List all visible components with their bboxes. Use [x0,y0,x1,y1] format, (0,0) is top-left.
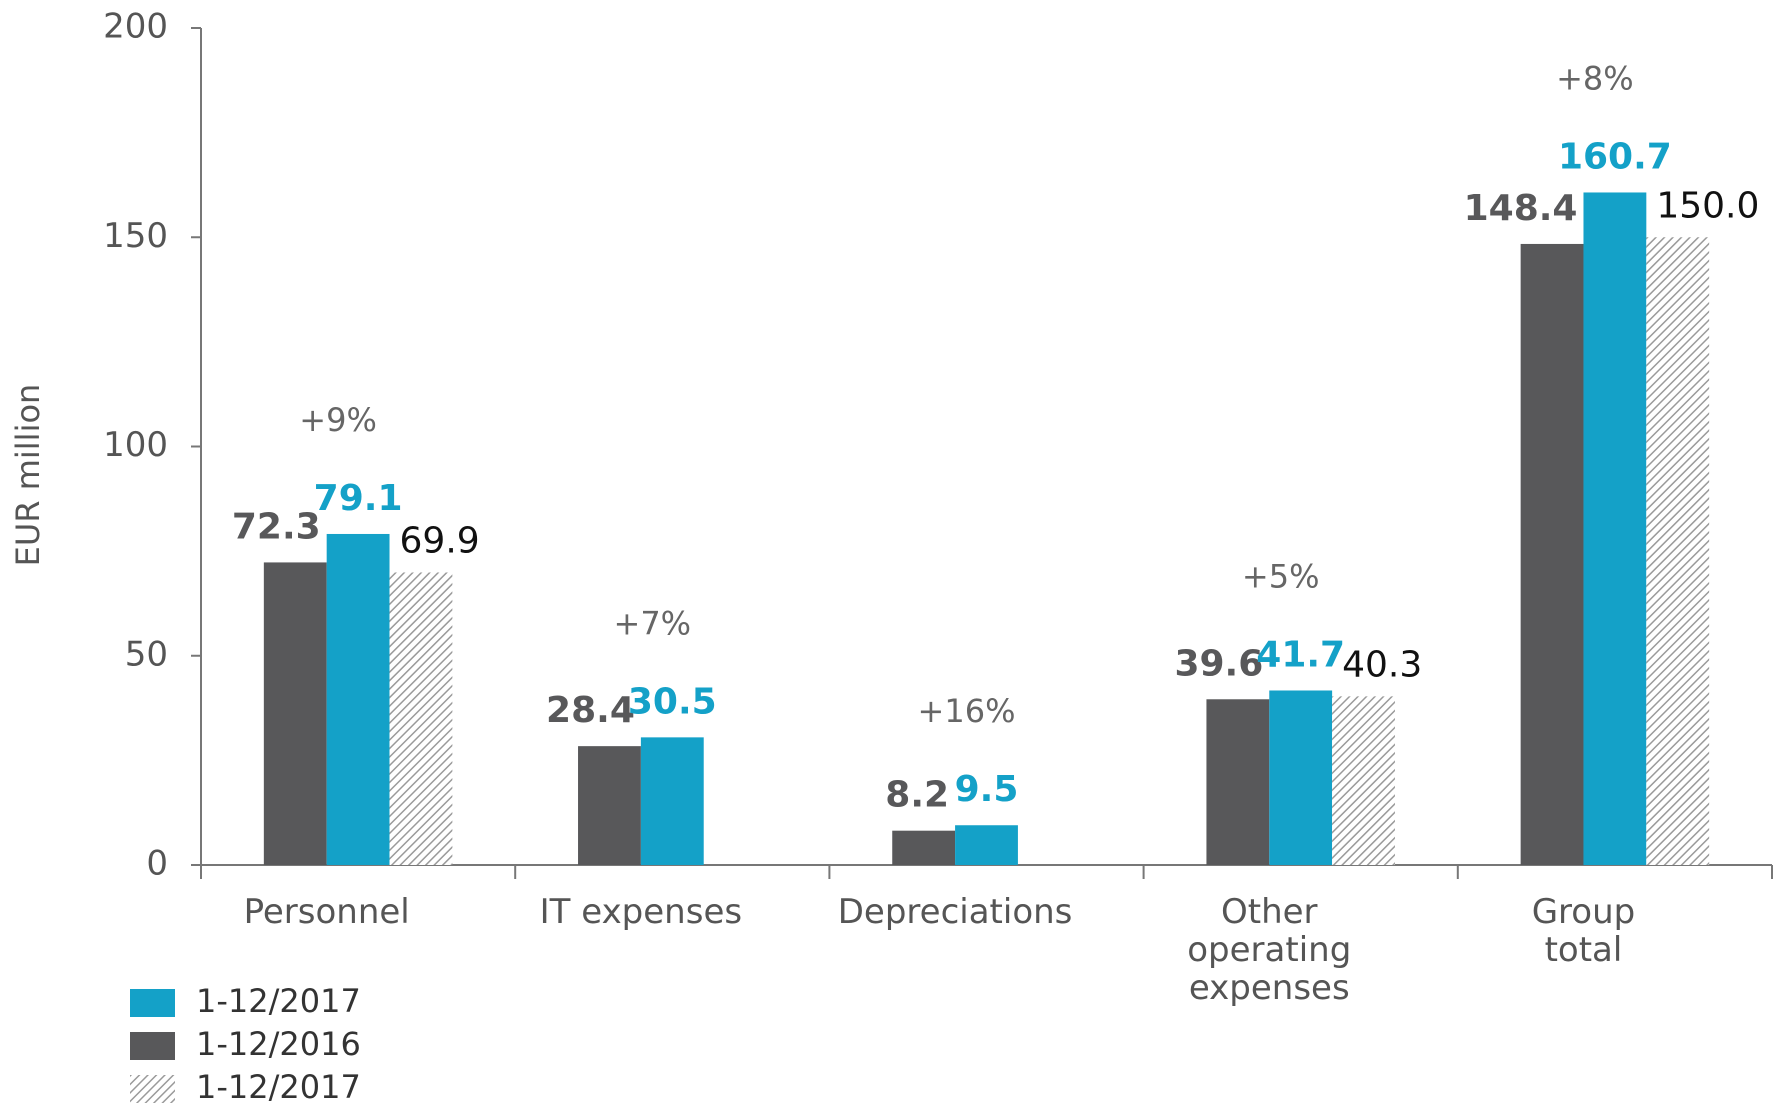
bar [263,562,327,865]
y-tick-label: 100 [103,425,168,465]
change-label: +16% [918,692,1016,730]
change-label: +8% [1556,59,1634,97]
legend-swatch [130,1032,175,1060]
bar [1646,237,1710,865]
y-axis-title: EUR million [9,384,47,567]
bar [326,533,390,865]
bar [955,825,1018,865]
value-label: 150.0 [1656,185,1759,226]
legend-label: 1-12/2017 [196,1068,361,1104]
bar [1269,690,1333,865]
bar [1520,243,1584,866]
bar [640,737,704,865]
y-tick-label: 150 [103,216,168,256]
y-tick-label: 200 [103,7,168,47]
change-label: +9% [299,401,377,439]
change-label: +7% [614,604,692,642]
bar [578,746,641,865]
value-label: 72.3 [232,506,321,547]
x-tick-label: Depreciations [837,892,1073,932]
bar [1583,192,1647,865]
change-label: +5% [1242,557,1320,595]
x-tick-label: Group total [1531,892,1636,970]
legend-swatch [130,989,175,1017]
value-label: 41.7 [1256,634,1345,675]
bar [1206,699,1270,865]
value-label: 8.2 [885,775,949,816]
y-tick-label: 50 [125,634,168,674]
value-label: 40.3 [1342,644,1422,685]
legend-label: 1-12/2017 [196,982,361,1020]
x-tick-label: IT expenses [539,892,743,932]
x-tick-label: Other operating expenses [1187,892,1352,1008]
value-label: 148.4 [1464,188,1578,229]
value-label: 9.5 [955,769,1019,810]
value-label: 69.9 [400,520,480,561]
value-label: 160.7 [1558,136,1672,177]
bar [892,830,956,865]
x-tick-label: Personnel [243,892,410,932]
y-tick-label: 0 [146,844,168,884]
value-label: 28.4 [546,690,635,731]
bar [1332,696,1395,865]
bar [389,572,453,865]
value-label: 79.1 [314,478,403,519]
value-label: 39.6 [1174,643,1263,684]
legend-label: 1-12/2016 [196,1025,361,1063]
value-label: 30.5 [628,681,717,722]
legend-swatch [130,1075,175,1103]
